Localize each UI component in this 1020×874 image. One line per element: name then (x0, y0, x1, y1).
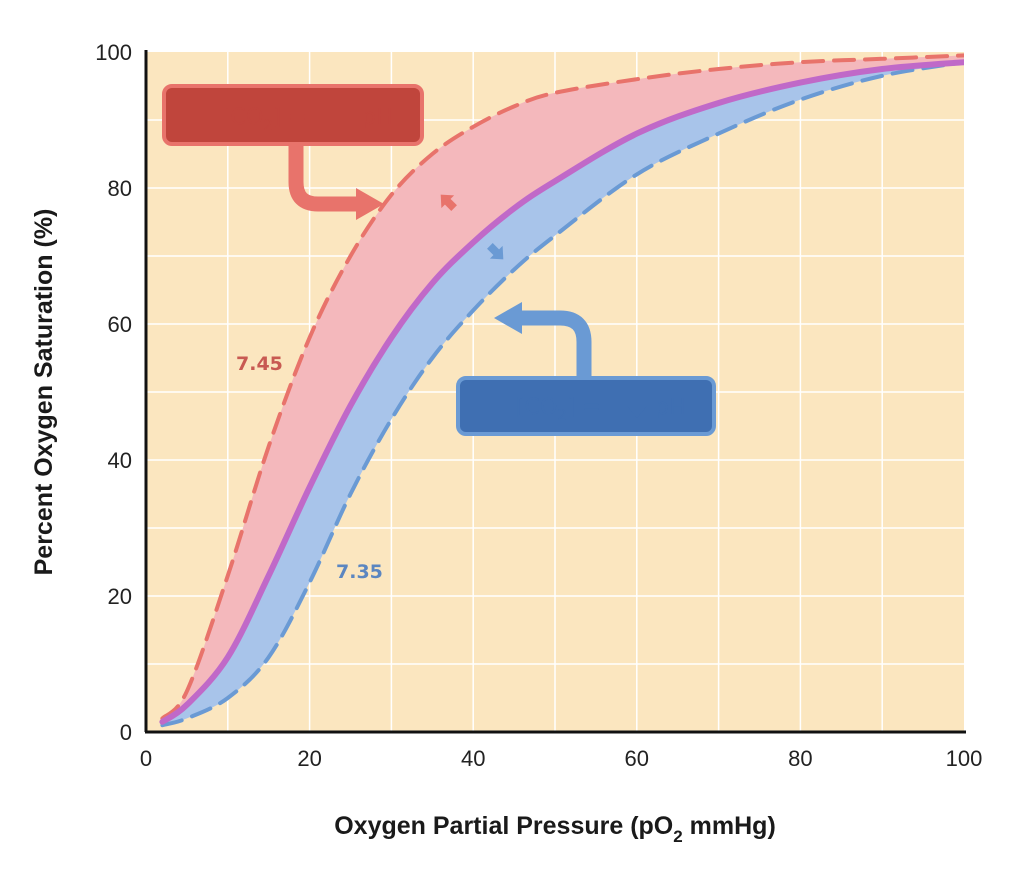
arrow-up-icon (335, 104, 355, 128)
alkaline-annotation-box: [CO2] = pH (162, 84, 424, 146)
series-label-7-45: 7.45 (236, 353, 283, 375)
series-line-normal (159, 59, 964, 725)
y-tick-label: 100 (95, 40, 132, 65)
alkaline-annotation-ph: pH (362, 105, 393, 130)
x-tick-label: 40 (461, 746, 485, 771)
x-tick-label: 20 (297, 746, 321, 771)
acidic-annotation-ph: pH (655, 395, 686, 420)
y-tick-label: 20 (108, 584, 132, 609)
x-tick-label: 80 (788, 746, 812, 771)
acidic-annotation-text: [CO2] = (516, 395, 601, 424)
alkaline-shift-arrow (440, 194, 457, 211)
x-tick-label: 60 (625, 746, 649, 771)
arrow-down-icon (627, 394, 647, 418)
arrow-up-icon (484, 394, 504, 418)
series-label-7-35: 7.35 (336, 561, 383, 583)
y-tick-labels: 0 20 40 60 80 100 (95, 40, 132, 745)
alkaline-callout-arrow (288, 146, 384, 220)
series-line-7-35 (160, 60, 964, 728)
x-tick-label: 0 (140, 746, 152, 771)
y-tick-label: 40 (108, 448, 132, 473)
x-tick-label: 100 (946, 746, 983, 771)
alkaline-shift-band (162, 55, 964, 722)
y-tick-label: 60 (108, 312, 132, 337)
acidic-shift-arrow (487, 243, 504, 260)
acidic-shift-band (162, 62, 964, 726)
acidic-annotation-box: [CO2] = pH (456, 376, 716, 436)
x-axis-title: Oxygen Partial Pressure (pO2 mmHg) (334, 812, 776, 846)
acidic-callout-arrow (494, 302, 592, 378)
y-axis-title: Percent Oxygen Saturation (%) (30, 209, 58, 576)
y-tick-label: 80 (108, 176, 132, 201)
x-tick-labels: 0 20 40 60 80 100 (140, 746, 982, 771)
y-tick-label: 0 (120, 720, 132, 745)
series-line-7-45 (160, 53, 964, 721)
alkaline-annotation-text: [CO2] = (222, 105, 307, 134)
arrow-down-icon (190, 104, 210, 128)
